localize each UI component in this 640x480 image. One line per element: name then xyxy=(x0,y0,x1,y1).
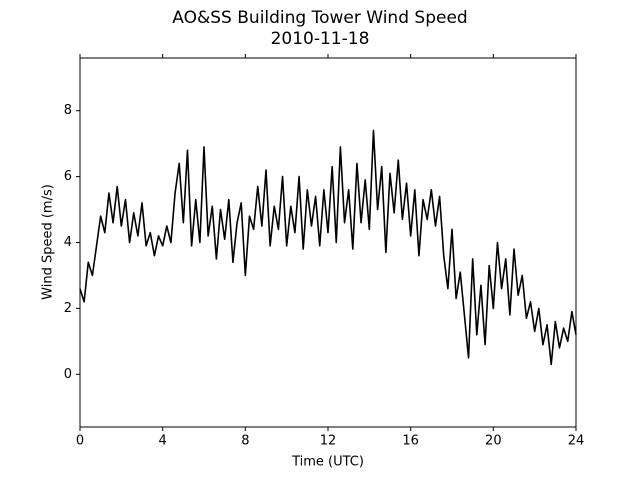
x-tick-label: 0 xyxy=(76,434,84,449)
data-line xyxy=(79,129,577,366)
y-tick-label: 2 xyxy=(64,301,72,316)
x-tick-label: 8 xyxy=(241,434,249,449)
x-tick-label: 4 xyxy=(159,434,167,449)
x-tick-label: 12 xyxy=(320,434,337,449)
y-tick-label: 8 xyxy=(64,103,72,118)
y-tick-label: 6 xyxy=(64,169,72,184)
x-tick-label: 16 xyxy=(402,434,419,449)
x-axis-label: Time (UTC) xyxy=(291,455,364,470)
chart-subtitle: 2010-11-18 xyxy=(271,29,370,49)
y-tick-label: 0 xyxy=(64,367,72,382)
axes-frame xyxy=(79,57,577,428)
chart-title: AO&SS Building Tower Wind Speed xyxy=(172,8,467,28)
x-tick-label: 20 xyxy=(485,434,502,449)
x-tick-label: 24 xyxy=(568,434,585,449)
y-tick-label: 4 xyxy=(64,235,72,250)
y-axis-label: Wind Speed (m/s) xyxy=(41,184,56,300)
